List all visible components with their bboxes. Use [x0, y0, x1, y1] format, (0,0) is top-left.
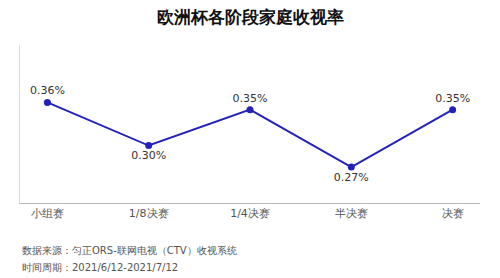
svg-text:0.27%: 0.27% [334, 171, 369, 184]
svg-text:1/4决赛: 1/4决赛 [230, 207, 270, 220]
svg-text:数据来源：匀正ORS-联网电视（CTV）收视系统: 数据来源：匀正ORS-联网电视（CTV）收视系统 [22, 245, 237, 256]
svg-text:0.35%: 0.35% [435, 92, 470, 105]
svg-text:小组赛: 小组赛 [31, 207, 64, 220]
svg-text:1/8决赛: 1/8决赛 [129, 207, 169, 220]
svg-text:决赛: 决赛 [442, 207, 464, 220]
svg-text:0.36%: 0.36% [30, 84, 65, 97]
svg-text:0.30%: 0.30% [131, 149, 166, 162]
svg-text:半决赛: 半决赛 [335, 207, 368, 220]
svg-text:0.35%: 0.35% [233, 92, 268, 105]
svg-text:欧洲杯各阶段家庭收视率: 欧洲杯各阶段家庭收视率 [157, 7, 344, 27]
svg-text:时间周期：2021/6/12-2021/7/12: 时间周期：2021/6/12-2021/7/12 [22, 262, 178, 273]
